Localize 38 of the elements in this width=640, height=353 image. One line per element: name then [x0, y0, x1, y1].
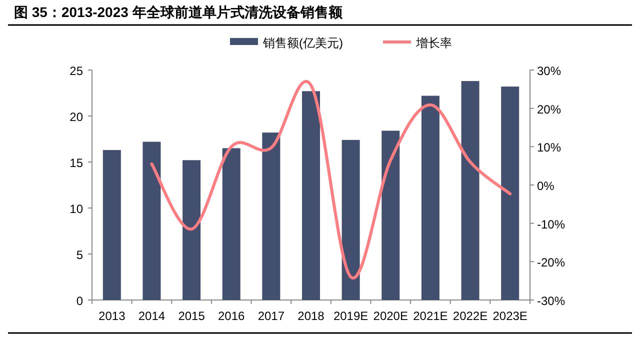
chart-title: 图 35：2013-2023 年全球前道单片式清洗设备销售额	[14, 4, 344, 20]
y2-tick-label: -30%	[537, 294, 566, 308]
x-tick-label: 2020E	[373, 309, 408, 323]
bar	[302, 91, 320, 300]
x-tick-label: 2022E	[452, 309, 488, 323]
bar	[461, 81, 480, 300]
bar	[222, 148, 240, 300]
bar	[142, 142, 161, 300]
y-tick-label: 0	[76, 294, 84, 308]
x-tick-label: 2021E	[413, 309, 448, 323]
x-tick-label: 2016	[218, 309, 246, 323]
x-tick-label: 2017	[258, 309, 285, 323]
y2-tick-label: -20%	[537, 256, 566, 270]
bar	[501, 86, 520, 300]
y-tick-label: 15	[70, 156, 84, 170]
y-tick-label: 25	[70, 64, 84, 78]
bar	[182, 160, 201, 300]
y-tick-label: 5	[76, 248, 84, 262]
bar	[421, 96, 440, 300]
x-tick-label: 2018	[298, 309, 325, 323]
y2-tick-label: 30%	[537, 64, 562, 78]
x-tick-label: 2013	[98, 309, 126, 323]
y2-tick-label: -10%	[537, 217, 566, 232]
x-tick-label: 2014	[138, 309, 166, 323]
legend-label: 增长率	[415, 36, 452, 50]
y2-tick-label: 0%	[537, 179, 555, 193]
legend-label: 销售额(亿美元)	[262, 36, 343, 50]
y-tick-label: 20	[70, 110, 84, 124]
bar	[342, 140, 360, 300]
x-tick-label: 2023E	[492, 309, 528, 323]
y2-tick-label: 10%	[537, 140, 562, 155]
bar	[102, 150, 121, 300]
bar	[262, 132, 280, 300]
bar	[382, 130, 400, 300]
x-tick-label: 2015	[178, 309, 206, 323]
y2-tick-label: 20%	[537, 102, 562, 116]
x-tick-label: 2019E	[333, 309, 368, 323]
y-tick-label: 10	[70, 202, 84, 216]
